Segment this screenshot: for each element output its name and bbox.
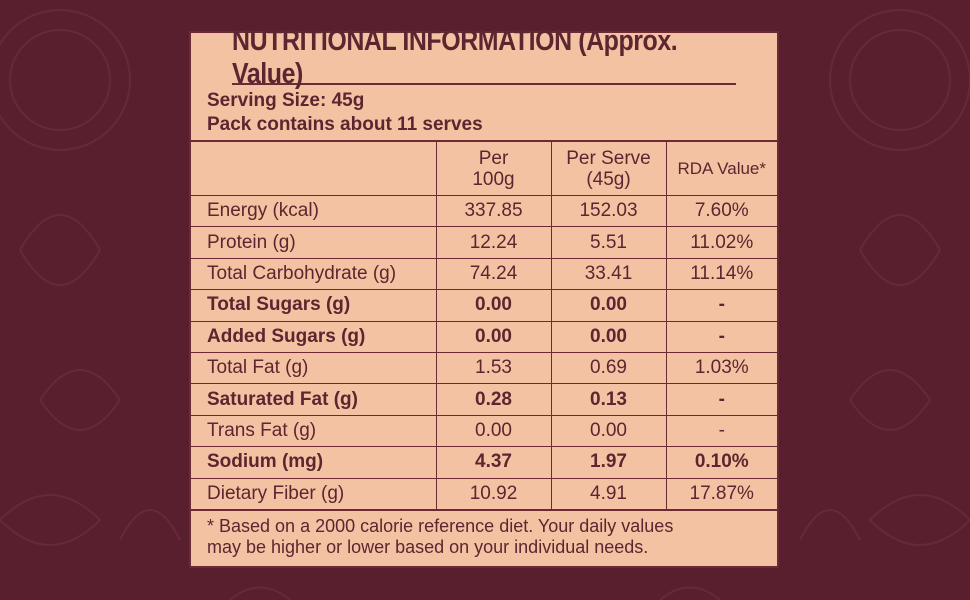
table-row: Protein (g) 12.24 5.51 11.02% [191, 226, 777, 259]
table-row: Total Carbohydrate (g) 74.24 33.41 11.14% [191, 257, 777, 291]
rda-value: 0.10% [665, 446, 777, 479]
footnote-line-2: may be higher or lower based on your ind… [207, 537, 649, 557]
nutrient-name: Saturated Fat (g) [191, 383, 437, 416]
nutrient-name: Trans Fat (g) [191, 414, 437, 448]
nutrition-title: NUTRITIONAL INFORMATION (Approx. Value) [232, 25, 736, 90]
nutrient-name: Dietary Fiber (g) [191, 477, 437, 510]
rda-value: 7.60% [665, 195, 777, 228]
rda-value: - [665, 414, 777, 448]
per-serve-value: 152.03 [550, 195, 667, 228]
nutrient-name: Total Carbohydrate (g) [191, 257, 437, 291]
rda-value: 11.14% [665, 257, 777, 291]
header-per-serve-line2: (45g) [586, 168, 631, 190]
nutrition-label: NUTRITIONAL INFORMATION (Approx. Value) … [189, 25, 779, 568]
rda-value: - [665, 289, 777, 322]
per-serve-value: 0.13 [550, 383, 667, 416]
footnote-line-1: * Based on a 2000 calorie reference diet… [207, 516, 674, 536]
per-100g-value: 1.53 [435, 351, 552, 385]
per-100g-value: 0.00 [435, 320, 552, 353]
per-100g-value: 12.24 [435, 226, 552, 259]
rda-value: 1.03% [665, 351, 777, 385]
table-row: Added Sugars (g) 0.00 0.00- [191, 320, 777, 353]
nutrient-name: Total Fat (g) [191, 351, 437, 385]
table-row: Saturated Fat (g) 0.28 0.13- [191, 383, 777, 416]
nutrient-name: Total Sugars (g) [191, 289, 437, 322]
per-serve-value: 4.91 [550, 477, 667, 510]
rda-value: 11.02% [665, 226, 777, 259]
header-per-100g-line2: 100g [472, 168, 515, 190]
per-100g-value: 10.92 [435, 477, 552, 510]
nutrient-name: Protein (g) [191, 226, 437, 259]
per-serve-value: 33.41 [550, 257, 667, 291]
per-100g-value: 0.00 [435, 414, 552, 448]
nutrient-name: Energy (kcal) [191, 195, 437, 228]
nutrition-table: Per 100g Per Serve (45g) RDA Value* Ener… [191, 142, 777, 510]
per-100g-value: 337.85 [435, 195, 552, 228]
nutrient-name: Added Sugars (g) [191, 320, 437, 353]
pack-contains: Pack contains about 11 serves [207, 114, 483, 135]
table-header-row: Per 100g Per Serve (45g) RDA Value* [191, 142, 777, 196]
nutrition-rows: Energy (kcal) 337.85 152.03 7.60% Protein (g… [191, 195, 777, 510]
per-100g-value: 4.37 [435, 446, 552, 479]
nutrient-name: Sodium (mg) [191, 446, 437, 479]
per-serve-value: 0.00 [550, 320, 667, 353]
per-100g-value: 74.24 [435, 257, 552, 291]
per-serve-value: 0.69 [550, 351, 667, 385]
rda-value: 17.87% [665, 477, 777, 510]
per-serve-value: 1.97 [550, 446, 667, 479]
table-row: Sodium (mg) 4.37 1.97 0.10% [191, 446, 777, 479]
table-row: Energy (kcal) 337.85 152.03 7.60% [191, 195, 777, 228]
header-per-serve-line1: Per Serve [566, 147, 651, 169]
footnote: * Based on a 2000 calorie reference diet… [191, 509, 777, 558]
per-serve-value: 5.51 [550, 226, 667, 259]
rda-value: - [665, 383, 777, 416]
header-per-100g: Per 100g [435, 142, 552, 196]
header-nutrient [191, 142, 437, 196]
per-100g-value: 0.28 [435, 383, 552, 416]
per-serve-value: 0.00 [550, 414, 667, 448]
serving-size: Serving Size: 45g [207, 90, 365, 111]
header-rda: RDA Value* [665, 142, 777, 196]
rda-value: - [665, 320, 777, 353]
header-per-100g-line1: Per [478, 147, 509, 169]
per-serve-value: 0.00 [550, 289, 667, 322]
per-100g-value: 0.00 [435, 289, 552, 322]
header-per-serve: Per Serve (45g) [550, 142, 667, 196]
table-row: Dietary Fiber (g) 10.92 4.91 17.87% [191, 477, 777, 510]
table-row: Total Fat (g) 1.53 0.69 1.03% [191, 351, 777, 385]
table-row: Total Sugars (g) 0.00 0.00- [191, 289, 777, 322]
table-row: Trans Fat (g) 0.00 0.00- [191, 414, 777, 448]
serving-info: Serving Size: 45g Pack contains about 11… [191, 85, 777, 142]
